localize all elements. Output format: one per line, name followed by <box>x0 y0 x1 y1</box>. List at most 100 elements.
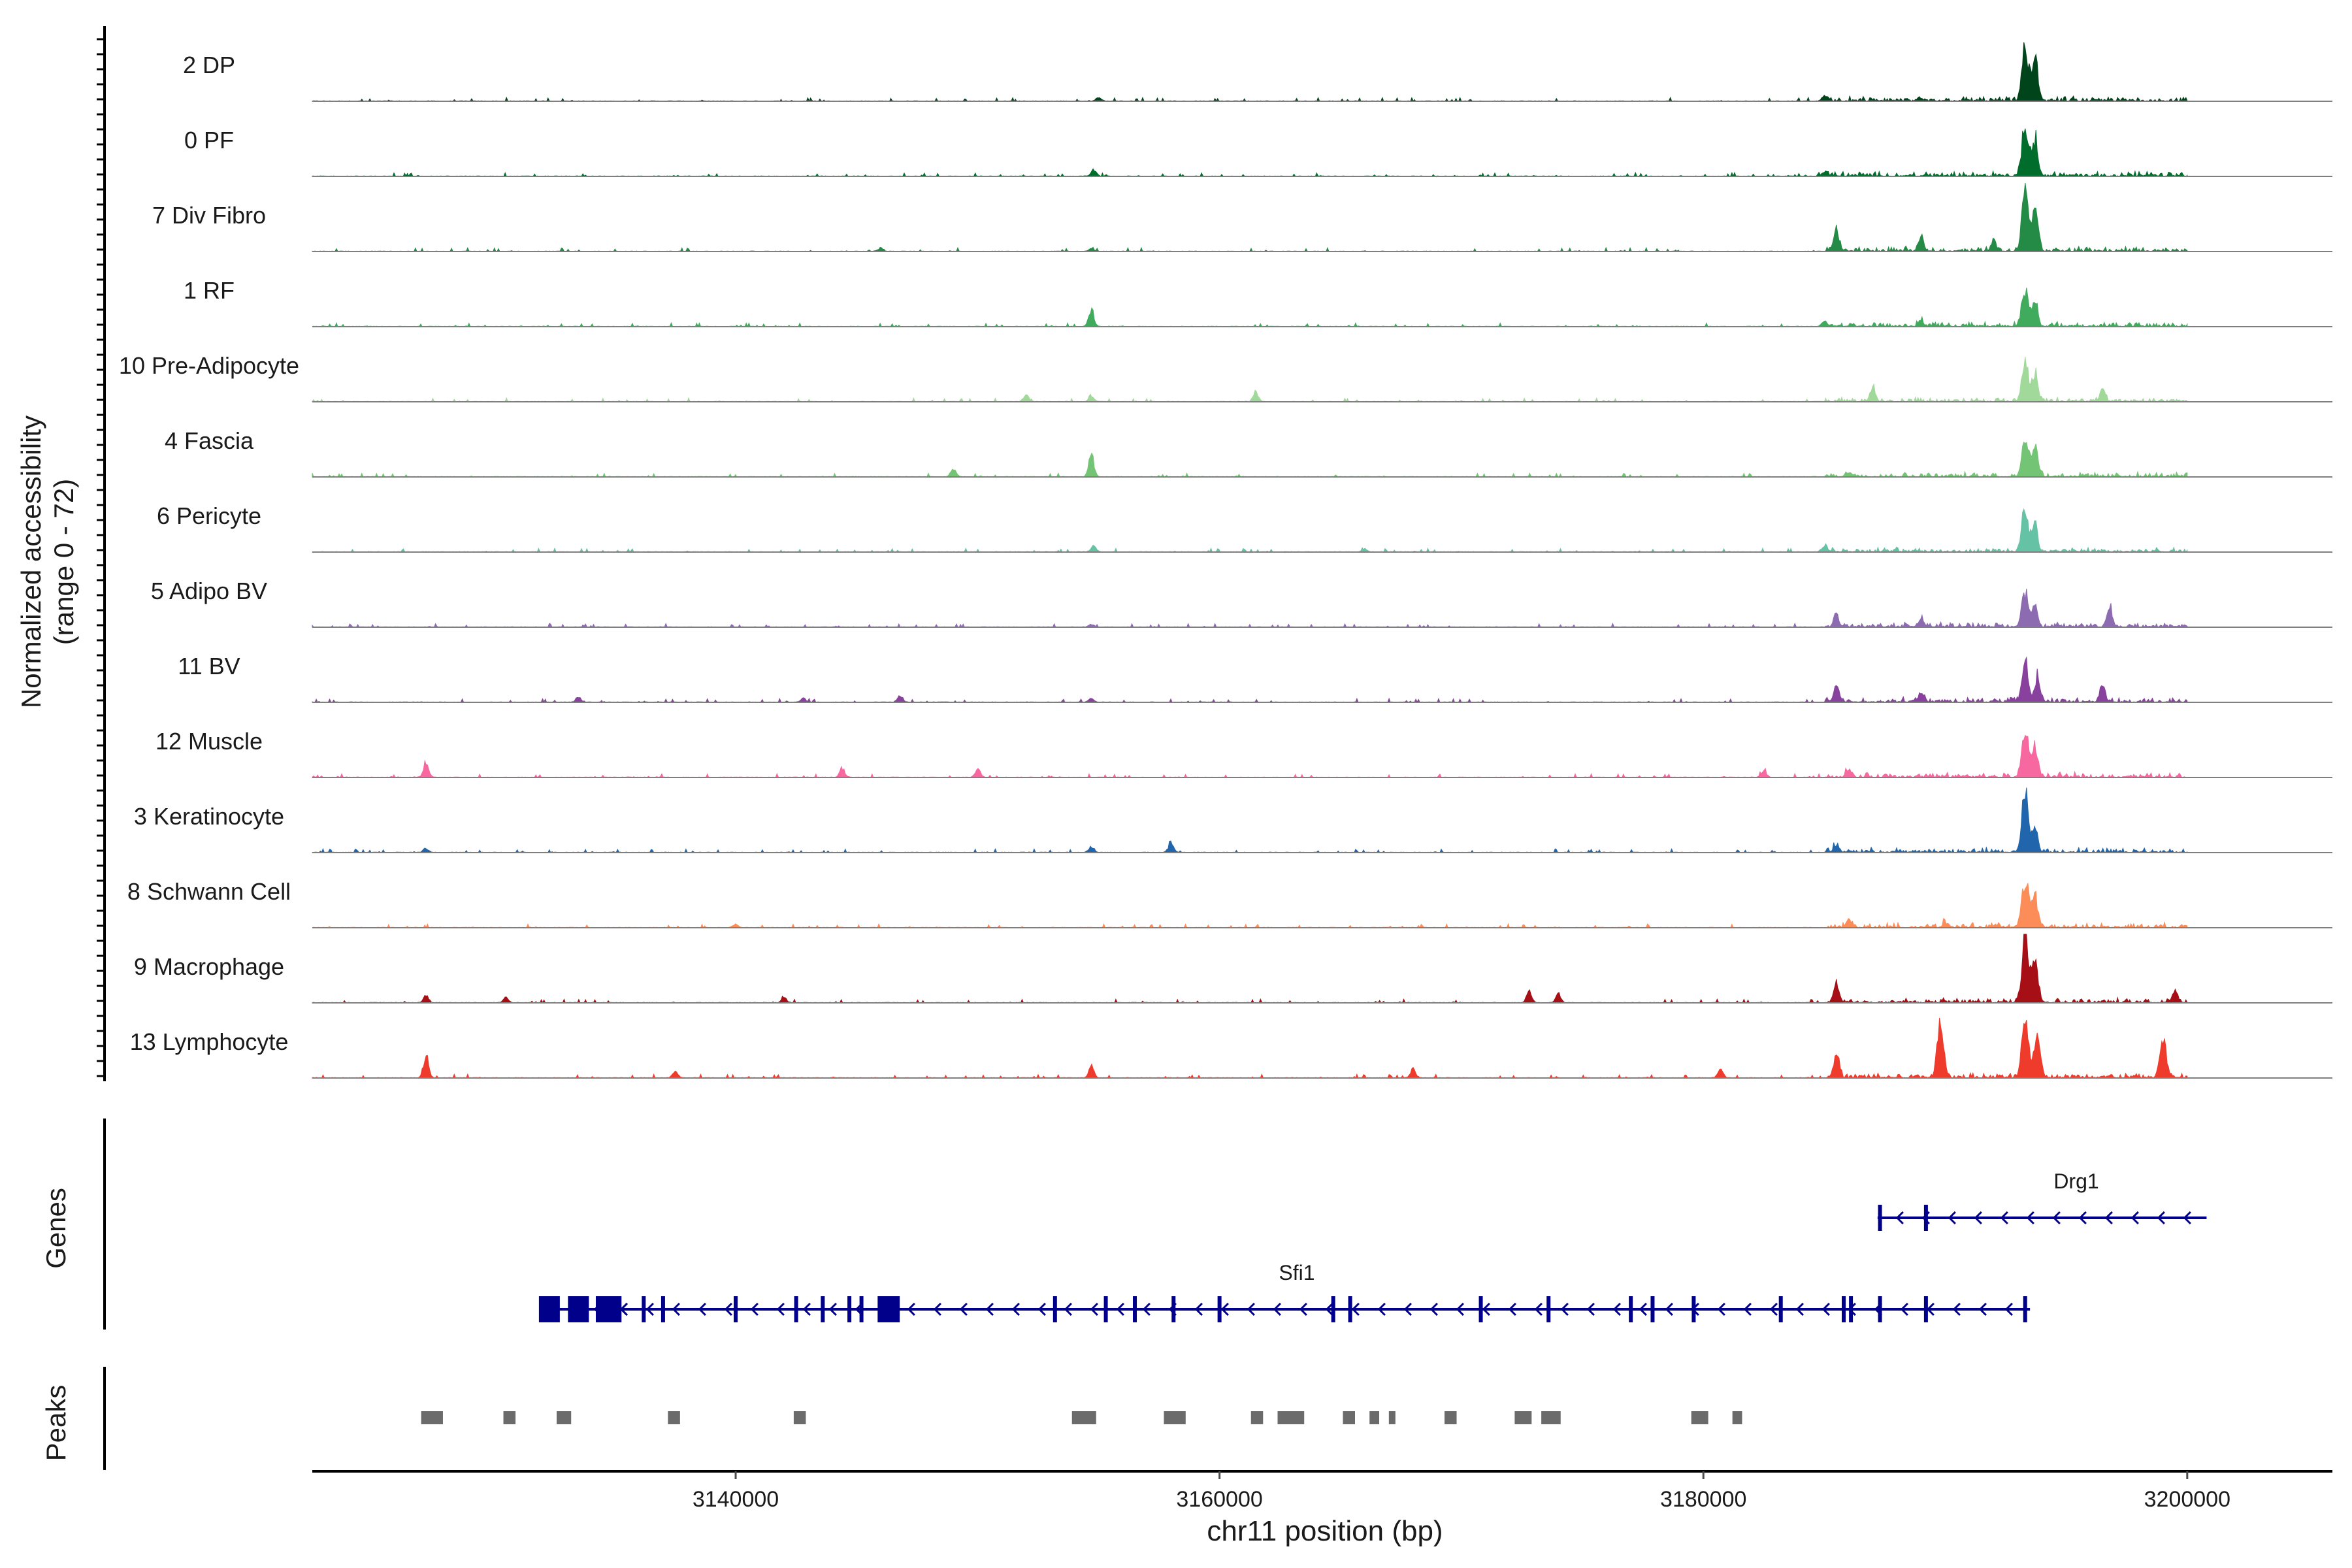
strand-arrow-icon <box>724 1302 732 1316</box>
coverage-area <box>312 656 2188 704</box>
track-label: 7 Div Fibro <box>152 202 266 229</box>
coverage-track: 6 Pericyte <box>157 502 2332 553</box>
strand-arrow-icon <box>698 1302 706 1316</box>
peak-region <box>793 1411 806 1424</box>
strand-arrow-icon <box>2052 1211 2061 1225</box>
strand-arrow-icon <box>619 1302 628 1316</box>
strand-arrow-icon <box>1743 1302 1752 1316</box>
track-label: 10 Pre-Adipocyte <box>119 352 299 379</box>
peak-region <box>668 1411 680 1424</box>
strand-arrow-icon <box>1456 1302 1464 1316</box>
peak-region <box>1343 1411 1355 1424</box>
genes-panel-label: Genes <box>41 1188 71 1269</box>
coverage-track: 7 Div Fibro <box>152 182 2332 253</box>
x-axis-label: chr11 position (bp) <box>1207 1515 1443 1547</box>
peak-region <box>1164 1411 1186 1424</box>
gene-exon <box>1629 1296 1633 1322</box>
gene-exon <box>734 1296 738 1322</box>
gene-exon <box>1778 1296 1783 1322</box>
strand-arrow-icon <box>1482 1302 1490 1316</box>
strand-arrow-icon <box>907 1302 915 1316</box>
gene-exon <box>1923 1296 1928 1322</box>
strand-arrow-icon <box>1665 1302 1673 1316</box>
peak-region <box>1445 1411 1457 1424</box>
strand-arrow-icon <box>1948 1211 1956 1225</box>
gene-exon <box>1348 1296 1352 1322</box>
gene-exon <box>568 1296 589 1322</box>
peak-region <box>1369 1411 1380 1424</box>
gene-exon <box>1053 1296 1057 1322</box>
track-label: 9 Macrophage <box>134 953 284 980</box>
coverage-track: 5 Adipo BV <box>151 578 2332 629</box>
gene-exon <box>1133 1296 1137 1322</box>
coverage-area <box>312 787 2188 853</box>
strand-arrow-icon <box>1194 1302 1203 1316</box>
gene-exon <box>1841 1296 1846 1322</box>
strand-arrow-icon <box>776 1302 785 1316</box>
strand-arrow-icon <box>672 1302 680 1316</box>
gene-exon <box>794 1296 798 1322</box>
strand-arrow-icon <box>1717 1302 1725 1316</box>
gene-exon <box>1478 1296 1483 1322</box>
strand-arrow-icon <box>1974 1211 1982 1225</box>
strand-arrow-icon <box>2026 1211 2034 1225</box>
peak-region <box>1691 1411 1708 1424</box>
gene-exon <box>1849 1296 1854 1322</box>
strand-arrow-icon <box>1011 1302 1020 1316</box>
strand-arrow-icon <box>1612 1302 1621 1316</box>
gene-exon <box>1650 1296 1655 1322</box>
strand-arrow-icon <box>828 1302 837 1316</box>
strand-arrow-icon <box>1351 1302 1360 1316</box>
strand-arrow-icon <box>1978 1302 1987 1316</box>
gene-annotation-track: Drg1 Sfi1 <box>103 1119 2207 1330</box>
coverage-track: 2 DP <box>183 42 2332 103</box>
gene-exon <box>538 1296 560 1322</box>
peak-region <box>1277 1411 1305 1424</box>
peaks-panel-label: Peaks <box>41 1385 71 1462</box>
x-tick-label: 3140000 <box>693 1487 779 1512</box>
peak-region <box>557 1411 572 1424</box>
peak-region <box>1514 1411 1532 1424</box>
coverage-area <box>312 287 2188 328</box>
strand-arrow-icon <box>2004 1302 2013 1316</box>
peak-region <box>503 1411 516 1424</box>
peak-region <box>1732 1411 1742 1424</box>
strand-arrow-icon <box>1325 1302 1333 1316</box>
gene-exon <box>642 1296 646 1322</box>
x-axis: 3140000 3160000 3180000 3200000 <box>312 1470 2332 1512</box>
track-label: 5 Adipo BV <box>151 578 267 604</box>
gene-exon <box>1171 1296 1176 1322</box>
strand-arrow-icon <box>2131 1211 2139 1225</box>
strand-arrow-icon <box>2104 1211 2113 1225</box>
strand-arrow-icon <box>1586 1302 1595 1316</box>
gene-exon <box>2023 1296 2027 1322</box>
strand-arrow-icon <box>985 1302 994 1316</box>
gene-model: Sfi1 <box>547 1261 2031 1322</box>
strand-arrow-icon <box>1142 1302 1151 1316</box>
track-label: 8 Schwann Cell <box>127 878 291 905</box>
strand-arrow-icon <box>1247 1302 1255 1316</box>
gene-exon <box>1546 1296 1551 1322</box>
gene-exon <box>847 1296 852 1322</box>
coverage-area <box>312 589 2188 629</box>
strand-arrow-icon <box>1795 1302 1804 1316</box>
coverage-area <box>312 356 2188 403</box>
strand-arrow-icon <box>2157 1211 2165 1225</box>
gene-model <box>538 1296 639 1322</box>
coverage-track: 9 Macrophage <box>134 934 2332 1004</box>
strand-arrow-icon <box>750 1302 759 1316</box>
coverage-tracks: 2 DP 0 PF 7 Div Fibro 1 RF 10 Pre-Adipocyte 4… <box>119 42 2332 1079</box>
strand-arrow-icon <box>1064 1302 1072 1316</box>
strand-arrow-icon <box>1821 1302 1830 1316</box>
x-tick-label: 3200000 <box>2144 1487 2230 1512</box>
track-label: 0 PF <box>184 127 234 154</box>
gene-exon <box>821 1296 825 1322</box>
gene-name-label: Sfi1 <box>1279 1261 1315 1284</box>
gene-exon <box>1691 1296 1696 1322</box>
gene-exon <box>1103 1296 1108 1322</box>
coverage-area <box>312 128 2188 177</box>
strand-arrow-icon <box>1952 1302 1961 1316</box>
coverage-track: 0 PF <box>184 127 2332 177</box>
strand-arrow-icon <box>2183 1211 2191 1225</box>
